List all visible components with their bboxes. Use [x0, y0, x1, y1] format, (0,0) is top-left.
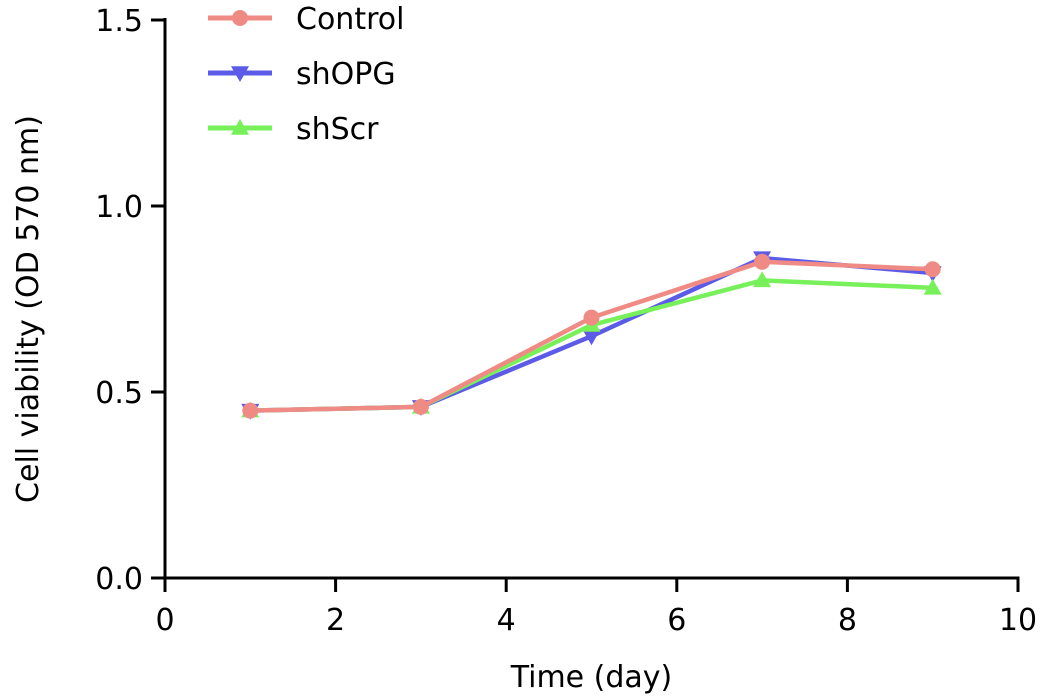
x-tick-label: 0 — [155, 603, 174, 638]
x-tick-label: 10 — [999, 603, 1037, 638]
legend-marker — [231, 119, 249, 135]
data-point-shopg — [582, 329, 601, 346]
legend-marker — [232, 10, 248, 26]
legend-marker — [231, 66, 249, 82]
series-shopg — [241, 251, 942, 420]
y-tick-label: 1.5 — [95, 4, 143, 39]
legend-label-shopg: shOPG — [296, 57, 396, 92]
series-layer — [241, 251, 942, 420]
axes: 0 2 4 6 8 10 0.0 0.5 1.0 1.5 — [95, 4, 1037, 638]
legend-item-control: Control — [208, 2, 404, 37]
y-tick-label: 0.5 — [95, 376, 143, 411]
y-tick-label: 1.0 — [95, 190, 143, 225]
data-point-shscr — [753, 271, 772, 288]
y-axis-title: Cell viability (OD 570 nm) — [11, 115, 46, 503]
legend-item-shopg: shOPG — [208, 57, 396, 92]
x-axis-title: Time (day) — [510, 660, 673, 695]
data-point-control — [924, 261, 941, 278]
y-tick-label: 0.0 — [95, 562, 143, 597]
legend-label-shscr: shScr — [296, 112, 379, 147]
series-control — [242, 253, 941, 419]
data-point-shscr — [923, 278, 942, 295]
x-tick-label: 6 — [667, 603, 686, 638]
x-tick-label: 8 — [838, 603, 857, 638]
x-tick-label: 4 — [497, 603, 516, 638]
data-point-control — [242, 402, 259, 419]
legend-item-shscr: shScr — [208, 112, 379, 147]
data-point-control — [412, 398, 429, 415]
x-tick-label: 2 — [326, 603, 345, 638]
series-line-shscr — [250, 278, 933, 413]
legend-label-control: Control — [296, 2, 404, 37]
legend: Control shOPG shScr — [208, 2, 404, 147]
data-point-control — [754, 253, 771, 270]
data-point-control — [583, 309, 600, 326]
